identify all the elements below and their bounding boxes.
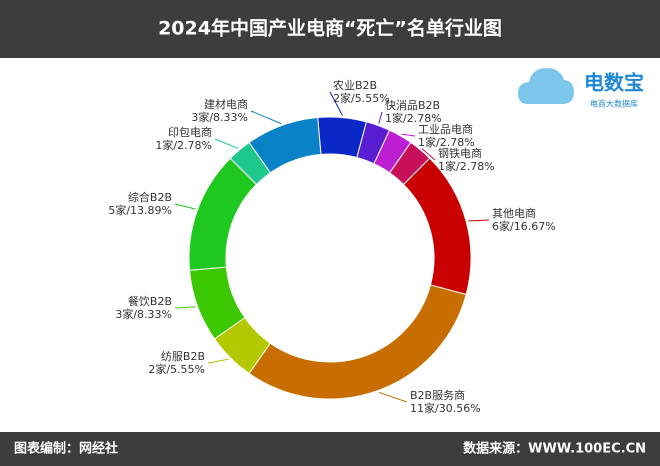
value-label: 1家/2.78% xyxy=(418,135,475,149)
leader-line xyxy=(329,91,343,116)
leader-line xyxy=(207,358,229,364)
slice-name: 纺服B2B xyxy=(161,349,205,363)
slice-name: 快消品B2B xyxy=(385,98,440,112)
value-label: 2家/5.55% xyxy=(333,91,390,105)
leader-line xyxy=(214,138,239,149)
value-label: 2家/5.55% xyxy=(148,362,205,376)
footer-left: 图表编制：网经社 xyxy=(14,441,118,457)
value-label: 5家/13.89% xyxy=(108,203,172,217)
leader-line xyxy=(250,110,282,125)
leader-line xyxy=(174,203,196,210)
slice-name: 钢铁电商 xyxy=(438,146,482,160)
value-label: 1家/2.78% xyxy=(438,159,495,173)
slice-name: 综合B2B xyxy=(128,190,172,204)
leader-line xyxy=(174,306,196,309)
slice-name: 建材电商 xyxy=(204,97,248,111)
slice-name: 餐饮B2B xyxy=(128,294,172,308)
footer-bar xyxy=(0,432,660,466)
slice-name: 印包电商 xyxy=(168,125,212,139)
value-label: 3家/8.33% xyxy=(191,110,248,124)
leader-line xyxy=(421,148,436,161)
slice-name: 其他电商 xyxy=(492,206,536,220)
leader-line xyxy=(378,391,408,403)
leader-line xyxy=(468,219,490,222)
logo: 电数宝 电商大数据库 xyxy=(518,68,644,109)
slice xyxy=(248,116,322,174)
slice-name: 农业B2B xyxy=(333,78,377,92)
logo-cloud xyxy=(518,68,574,104)
footer-right: 数据来源：WWW.100EC.CN xyxy=(463,441,646,457)
logo-subtitle: 电商大数据库 xyxy=(590,99,638,109)
value-label: 1家/2.78% xyxy=(155,138,212,152)
value-label: 1家/2.78% xyxy=(385,111,442,125)
logo-name: 电数宝 xyxy=(584,71,644,95)
slice-name: B2B服务商 xyxy=(410,388,465,402)
chart-title: 2024年中国产业电商“死亡”名单行业图 xyxy=(158,17,502,40)
leader-line xyxy=(378,111,383,124)
value-label: 3家/8.33% xyxy=(115,307,172,321)
slice-name: 工业品电商 xyxy=(418,122,473,136)
donut: 农业B2B2家/5.55%快消品B2B1家/2.78%工业品电商1家/2.78%… xyxy=(108,78,555,415)
leader-line xyxy=(401,133,416,137)
value-label: 6家/16.67% xyxy=(492,219,556,233)
header-bar xyxy=(0,0,660,58)
value-label: 11家/30.56% xyxy=(410,401,481,415)
